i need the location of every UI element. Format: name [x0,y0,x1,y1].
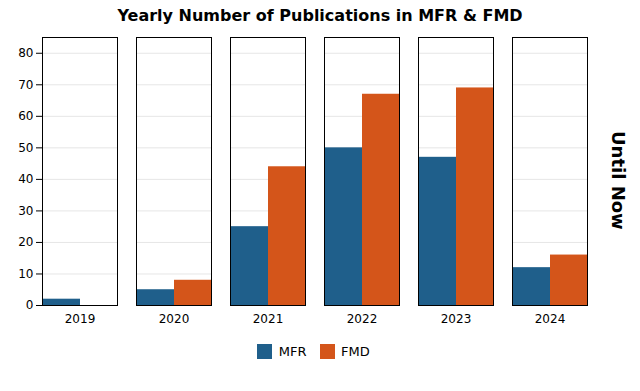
svg-text:2021: 2021 [253,312,284,326]
html-text:FMD: FMD [341,344,370,359]
svg-text:2022: 2022 [347,312,378,326]
svg-text:2020: 2020 [159,312,190,326]
html-text:Until Now: Until Now [607,130,629,230]
html-text:MFR: MFR [278,344,307,359]
svg-text:80: 80 [18,46,33,60]
html-text:Yearly Number of Publications: Yearly Number of Publications in MFR & F… [117,6,523,25]
svg-text:30: 30 [18,204,33,218]
svg-text:60: 60 [18,109,33,123]
svg-text:2019: 2019 [65,312,96,326]
svg-text:10: 10 [18,267,33,281]
svg-text:2023: 2023 [441,312,472,326]
svg-text:40: 40 [18,172,33,186]
svg-text:20: 20 [18,235,33,249]
svg-text:70: 70 [18,78,33,92]
svg-text:0: 0 [26,298,34,312]
svg-text:50: 50 [18,141,33,155]
svg-text:2024: 2024 [535,312,566,326]
